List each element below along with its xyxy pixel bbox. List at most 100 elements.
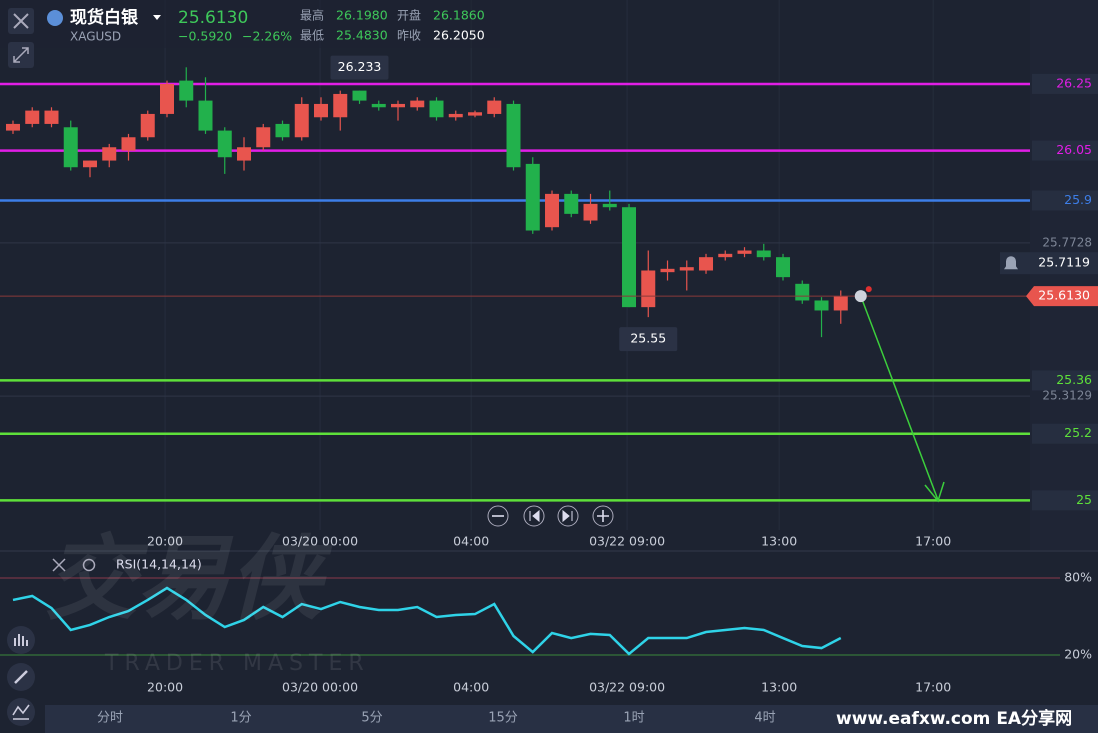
level-label: 25.2 [1064, 425, 1092, 440]
tab[interactable]: 5分 [361, 711, 382, 726]
candle-body [776, 257, 791, 278]
level-label-box [1032, 370, 1098, 391]
tab[interactable]: 15分 [488, 711, 518, 726]
candle-body [833, 296, 848, 311]
x-tick-label: 20:00 [147, 680, 183, 695]
x-tick-label: 03/22 09:00 [589, 680, 665, 695]
candle-body [198, 100, 213, 131]
symbol-icon [47, 10, 63, 26]
rsi-close[interactable] [52, 558, 66, 572]
scroll-start[interactable] [523, 505, 545, 527]
watermark: 交易侠 TRADER MASTER [45, 525, 364, 676]
rsi-settings[interactable] [82, 558, 96, 572]
candle-body [756, 250, 771, 258]
projection-arrow [860, 295, 939, 501]
scroll-end[interactable] [557, 505, 579, 527]
level-label-box [1032, 140, 1098, 161]
level-label: 26.25 [1056, 75, 1092, 90]
icon [562, 509, 573, 523]
rsi-header: RSI(14,14,14) [52, 557, 202, 572]
main-chart: 20:00 03/20 00:00 04:00 03/22 09:00 13:00 17:… [0, 0, 1098, 549]
zoom-out[interactable] [487, 505, 509, 527]
candle-body [737, 250, 752, 254]
level-label-box [1032, 490, 1098, 511]
candle-body [487, 100, 502, 114]
candle-body [545, 193, 560, 228]
candle-body [82, 160, 97, 168]
stat-value: 25.4830 [336, 28, 388, 43]
x-tick-label: 03/20 00:00 [282, 680, 358, 695]
bell-icon [1004, 256, 1018, 270]
candle-body [429, 100, 444, 118]
candle-body [602, 203, 617, 208]
x-tick-label: 13:00 [761, 534, 797, 549]
candle-body [660, 268, 675, 273]
x-tick-label: 17:00 [915, 534, 951, 549]
level-label: 25.9 [1064, 192, 1092, 207]
candle-body [294, 103, 309, 138]
stat-label: 开盘 [397, 8, 421, 23]
level-label: 25.36 [1056, 372, 1092, 387]
rsi-panel: 80% 20% 20:00 03/20 00:00 04:00 03/22 09:00 13… [0, 570, 1092, 695]
x-tick-label: 13:00 [761, 680, 797, 695]
candle-body [699, 257, 714, 271]
marker-label: 25.55 [630, 331, 666, 346]
marker-label: 26.233 [338, 59, 382, 74]
indicator-button[interactable] [7, 626, 35, 654]
header: 现货白银 XAGUSD 25.6130 −0.5920 −2.26% 最高 26… [8, 7, 485, 68]
zoom-controls [487, 505, 614, 527]
candle-body [410, 100, 425, 108]
alert-box [1000, 252, 1098, 275]
x-tick-label: 04:00 [453, 680, 489, 695]
tab[interactable]: 分时 [97, 711, 123, 726]
stat-label: 最高 [300, 8, 324, 23]
level-label-box [1032, 423, 1098, 444]
change-pct: −2.26% [242, 29, 292, 44]
candle-body [44, 110, 59, 124]
candle-body [622, 207, 637, 308]
price: 25.6130 [178, 8, 248, 28]
icon [529, 509, 540, 523]
stat-value: 26.1860 [433, 8, 485, 23]
marker-box [330, 55, 389, 80]
level-label-box [1032, 190, 1098, 211]
header-backdrop [0, 0, 500, 48]
candle-body [314, 103, 329, 118]
tab[interactable]: 4时 [754, 711, 775, 726]
arrow-head [924, 481, 945, 503]
candle-body [217, 130, 232, 158]
x-tick-label: 20:00 [147, 534, 183, 549]
candle-body [468, 112, 483, 116]
dropdown-icon[interactable] [153, 15, 161, 20]
symbol-code: XAGUSD [70, 30, 121, 44]
candle-body [352, 90, 367, 101]
candle-body [159, 83, 174, 114]
x-tick-label: 17:00 [915, 680, 951, 695]
watermark-title: 交易侠 [45, 525, 333, 632]
candle-body [525, 163, 540, 231]
candle-body [25, 110, 40, 124]
candle-body [814, 300, 829, 311]
stat-label: 最低 [300, 29, 324, 43]
level-label: 25 [1076, 492, 1092, 507]
candle-body [140, 113, 155, 138]
symbol-name[interactable]: 现货白银 [70, 7, 139, 28]
candle-body [333, 93, 348, 118]
tab[interactable]: 1时 [623, 711, 644, 726]
candle-body [5, 123, 20, 131]
icon [597, 510, 609, 522]
last-price: 25.6130 [1038, 288, 1090, 303]
chart-type-button[interactable] [7, 698, 35, 726]
candle-body [583, 203, 598, 221]
rsi-label: RSI(14,14,14) [116, 557, 202, 572]
alert-price: 25.7119 [1038, 255, 1090, 270]
level-label-box [1032, 73, 1098, 94]
candle-body [237, 147, 252, 161]
change: −0.5920 [178, 29, 232, 44]
tab[interactable]: 1分 [230, 711, 251, 726]
zoom-in[interactable] [592, 505, 614, 527]
x-tick-label: 04:00 [453, 534, 489, 549]
candle-body [506, 103, 521, 168]
candle-body [121, 137, 136, 151]
